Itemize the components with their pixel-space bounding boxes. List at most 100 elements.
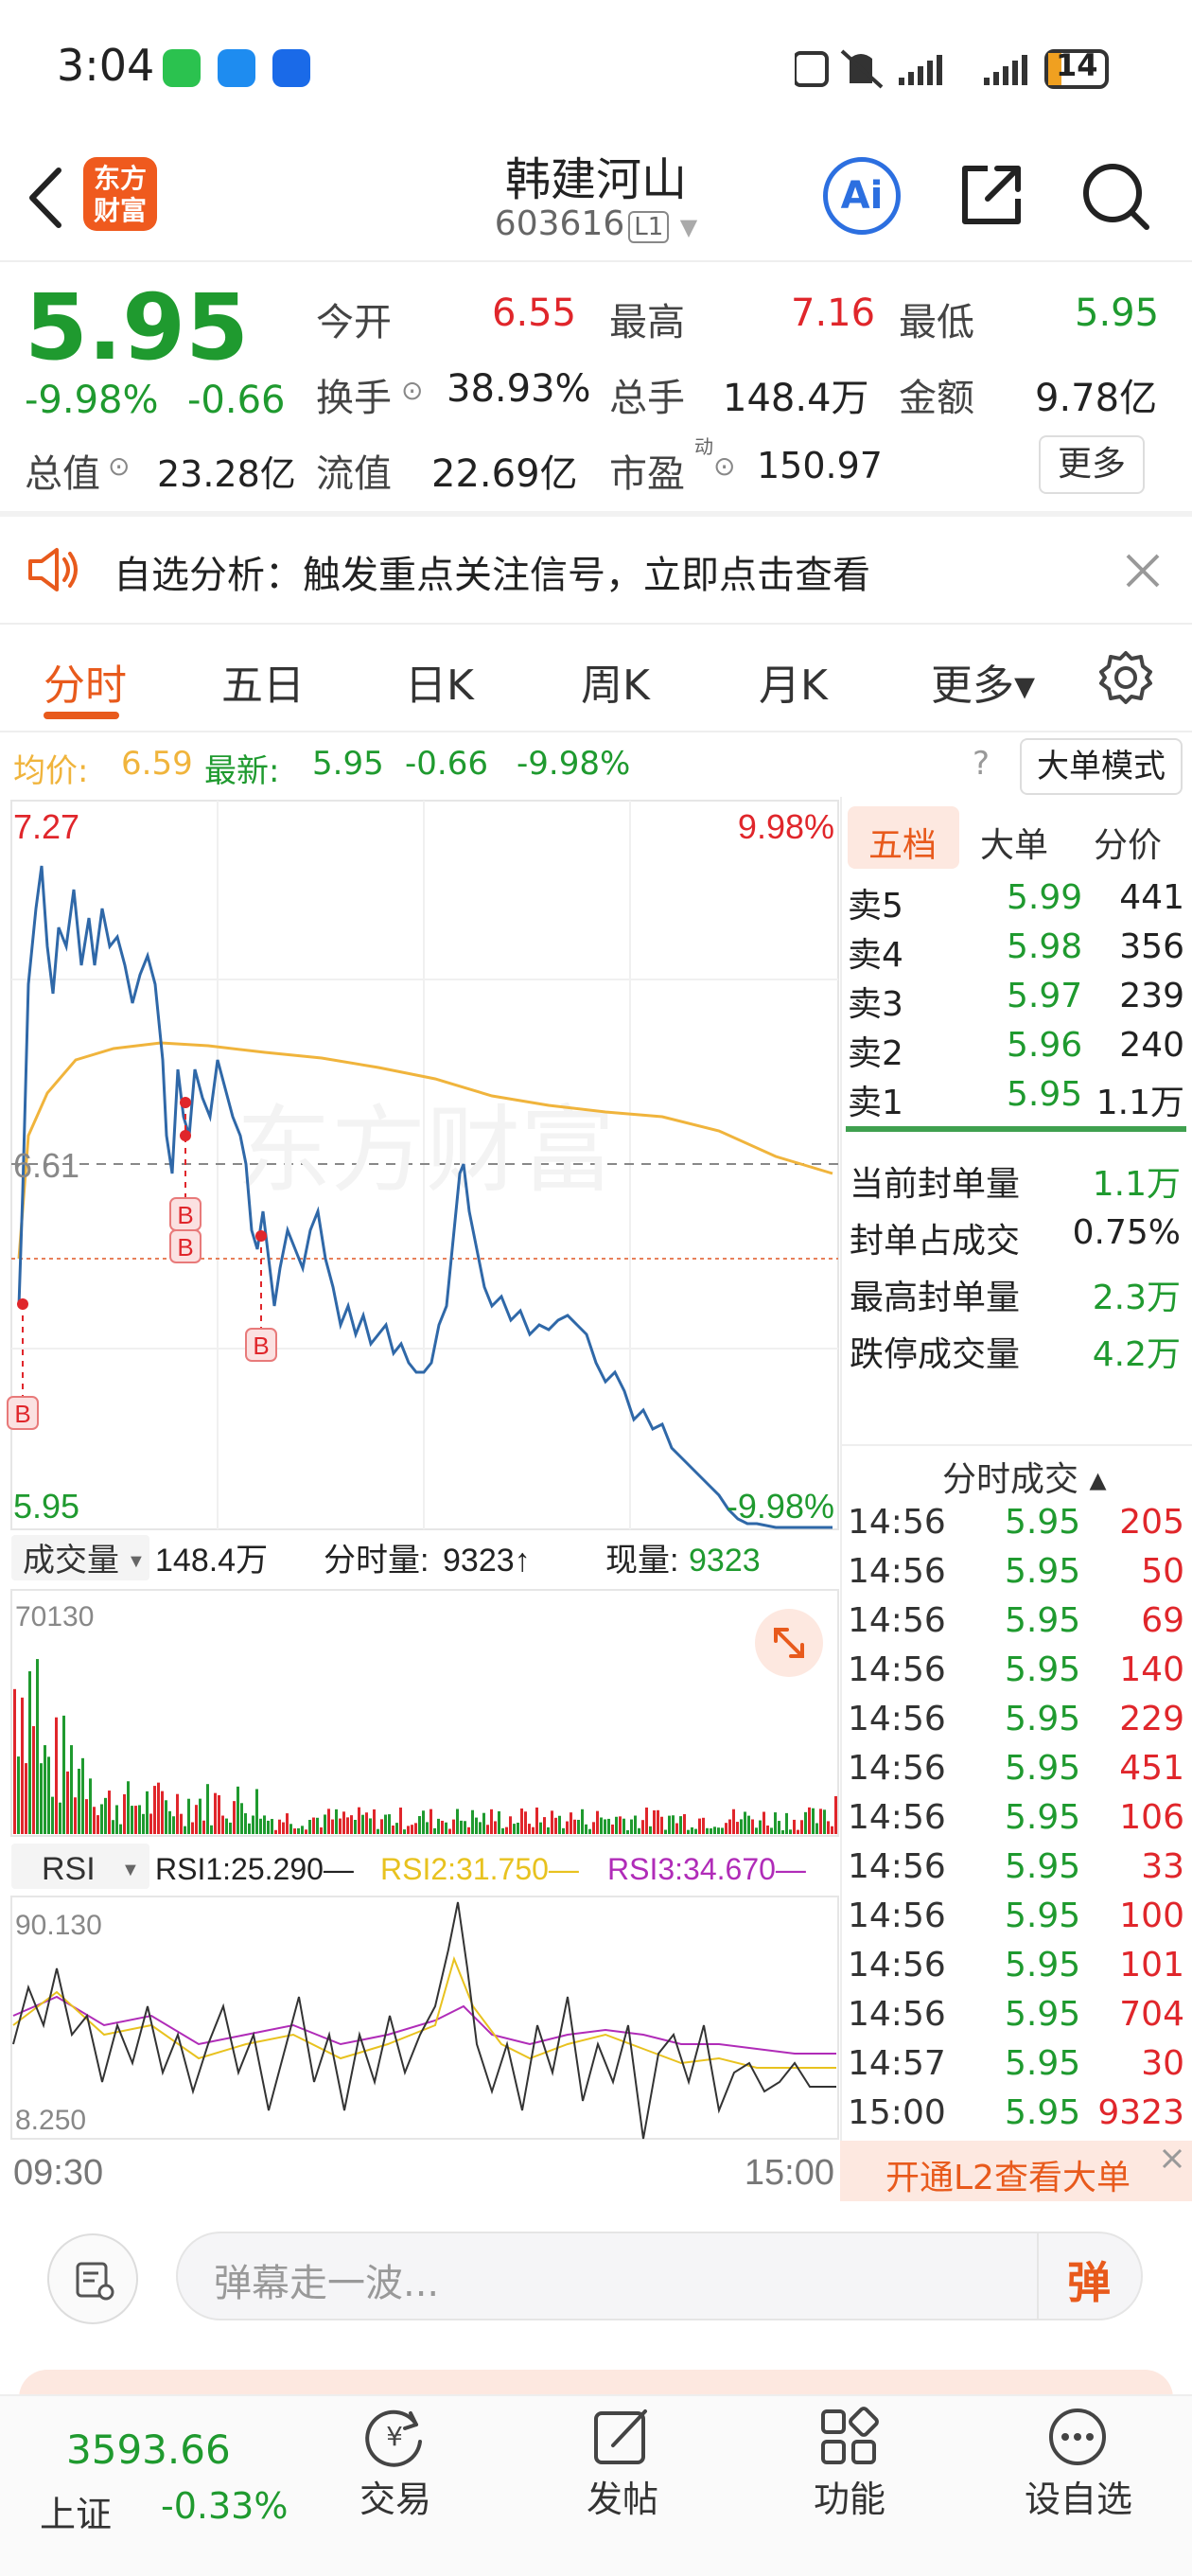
- volume-bar: [437, 1818, 440, 1834]
- close-icon[interactable]: [1158, 2144, 1186, 2173]
- volume-bar: [395, 1823, 398, 1834]
- index-change-pct: -0.33%: [161, 2485, 289, 2527]
- volume-bar: [634, 1815, 637, 1834]
- volume-bar: [638, 1827, 640, 1834]
- volume-bar: [770, 1827, 773, 1834]
- volume-bar: [25, 1763, 27, 1834]
- tab-intraday[interactable]: 分时: [44, 662, 127, 710]
- tick-volume-label: 分时量:: [324, 1543, 429, 1579]
- intraday-chart[interactable]: 东方财富 B B B B 7.27 6.61 5.95 9.98% -9.98%…: [0, 797, 842, 2207]
- tab-price-dist[interactable]: 分价: [1094, 826, 1163, 865]
- volume-bar: [517, 1822, 519, 1834]
- avg-label: 均价:: [13, 752, 89, 790]
- volume-bar: [342, 1811, 345, 1834]
- divider: [1037, 2232, 1039, 2320]
- open-value: 6.55: [492, 291, 577, 335]
- battery-level: 14: [1056, 47, 1098, 83]
- volume-bar: [237, 1786, 239, 1834]
- tab-big-order[interactable]: 大单: [980, 826, 1049, 865]
- search-icon[interactable]: [1078, 159, 1154, 235]
- volume-bar: [335, 1808, 338, 1834]
- stock-code-row[interactable]: 603616 L1 ▼: [397, 204, 795, 243]
- back-arrow-icon[interactable]: [26, 165, 64, 231]
- dropdown-caret-icon: ▼: [121, 1860, 140, 1880]
- trade-icon[interactable]: ¥: [361, 2404, 428, 2470]
- svg-text:¥: ¥: [386, 2421, 403, 2452]
- index-ticker[interactable]: 3593.66 上证 -0.33%: [19, 2404, 303, 2555]
- ask-price: 5.97: [1007, 977, 1083, 1015]
- volume-bar: [717, 1827, 720, 1834]
- settings-gear-icon[interactable]: [1097, 649, 1154, 706]
- nav-trade[interactable]: 交易: [359, 2479, 431, 2520]
- volume-bar: [40, 1763, 43, 1834]
- volume-bar: [611, 1824, 614, 1834]
- nav-add-watchlist[interactable]: 设自选: [1024, 2479, 1132, 2520]
- share-icon[interactable]: [955, 159, 1027, 231]
- volume-bar: [411, 1825, 413, 1834]
- high-label: 最高: [609, 301, 685, 344]
- volume-bar: [789, 1829, 792, 1834]
- functions-grid-icon[interactable]: [815, 2404, 882, 2470]
- more-button[interactable]: 更多: [1039, 435, 1145, 494]
- volume-bar: [418, 1816, 421, 1834]
- tab-weekly-k[interactable]: 周K: [581, 662, 650, 710]
- danmu-settings-button[interactable]: [47, 2233, 138, 2324]
- close-icon[interactable]: [1124, 552, 1162, 590]
- nav-functions[interactable]: 功能: [813, 2479, 885, 2520]
- analysis-notice[interactable]: 自选分析：触发重点关注信号，立即点击查看: [0, 516, 1192, 620]
- volume-bar: [562, 1827, 565, 1834]
- volume-label: 总手: [609, 377, 685, 420]
- volume-bar: [479, 1822, 482, 1834]
- volume-bar: [664, 1829, 667, 1834]
- l2-banner[interactable]: 开通L2查看大单: [840, 2141, 1192, 2201]
- rsi-y-max: 90.130: [15, 1910, 102, 1941]
- tick-time: 14:56: [848, 1650, 946, 1689]
- volume-bar: [184, 1826, 186, 1834]
- tab-five-level[interactable]: 五档: [868, 826, 938, 865]
- volume-bar: [604, 1819, 606, 1834]
- danmu-send-button[interactable]: 弹: [1067, 2257, 1111, 2308]
- danmu-input[interactable]: 弹幕走一波... 弹: [176, 2232, 1143, 2320]
- volume-bar: [781, 1829, 784, 1834]
- tick-list-title[interactable]: 分时成交 ▴: [942, 1460, 1107, 1499]
- tab-five-day[interactable]: 五日: [221, 662, 305, 710]
- info-icon[interactable]: ⊙: [401, 375, 424, 406]
- volume-bar: [464, 1821, 466, 1834]
- volume-bar: [191, 1822, 194, 1834]
- volume-bar: [165, 1800, 167, 1834]
- volume-bar: [494, 1821, 497, 1834]
- tick-price: 5.95: [1005, 1798, 1081, 1837]
- latest-change-pct: -9.98%: [517, 745, 631, 783]
- volume-bar: [823, 1809, 826, 1834]
- nav-post[interactable]: 发帖: [586, 2479, 658, 2520]
- stock-name: 韩建河山: [504, 153, 687, 206]
- volume-bar: [240, 1803, 243, 1834]
- volume-bar: [85, 1799, 88, 1834]
- post-icon[interactable]: [588, 2404, 655, 2470]
- info-icon[interactable]: ⊙: [108, 450, 131, 482]
- tab-more[interactable]: 更多▾: [931, 662, 1036, 710]
- volume-bar: [630, 1819, 633, 1834]
- danmu-settings-icon: [76, 2262, 114, 2301]
- ask-volume: 239: [1119, 977, 1184, 1015]
- tick-row: 14:57 5.95 30: [848, 2044, 1184, 2093]
- help-icon[interactable]: ?: [973, 745, 990, 783]
- market-cap-value: 23.28亿: [157, 453, 296, 495]
- volume-bar: [271, 1819, 273, 1834]
- volume-bar: [694, 1828, 697, 1834]
- volume-total: 148.4万: [155, 1543, 268, 1579]
- more-dots-icon[interactable]: [1044, 2404, 1111, 2470]
- tick-time: 14:56: [848, 1897, 946, 1935]
- ai-assistant-button[interactable]: Ai: [823, 157, 901, 235]
- volume-bar: [679, 1816, 682, 1834]
- volume-bar: [96, 1815, 99, 1834]
- volume-bar: [134, 1806, 137, 1834]
- info-icon[interactable]: ⊙: [713, 450, 736, 482]
- tab-daily-k[interactable]: 日K: [405, 662, 474, 710]
- tab-monthly-k[interactable]: 月K: [759, 662, 828, 710]
- volume-bar: [812, 1808, 815, 1834]
- volume-bar: [195, 1805, 198, 1834]
- volume-bar: [452, 1819, 455, 1834]
- tick-price: 5.95: [1005, 1946, 1081, 1985]
- big-order-mode-button[interactable]: 大单模式: [1020, 738, 1183, 795]
